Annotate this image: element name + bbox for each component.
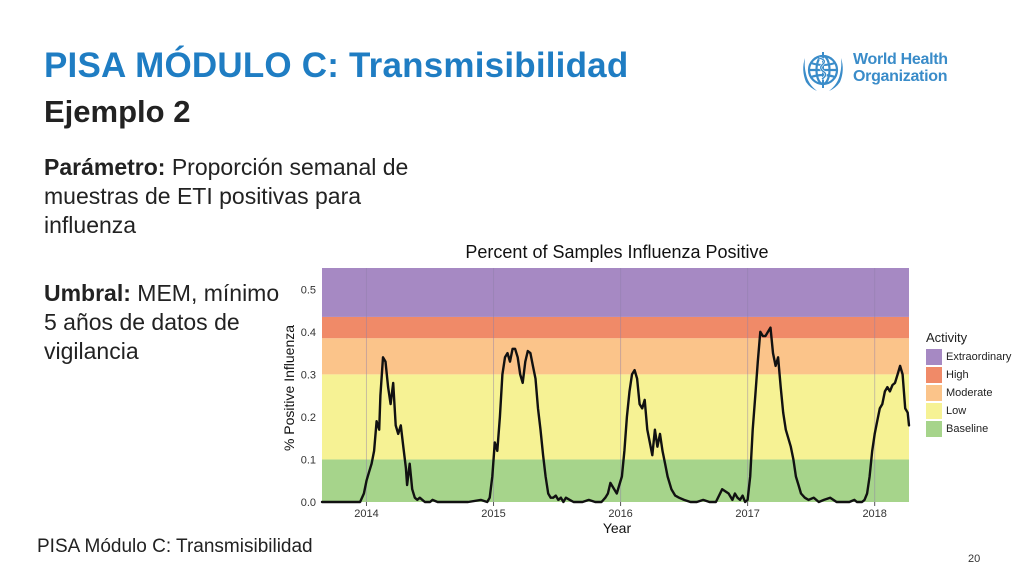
legend-label-low: Low [946, 405, 967, 417]
x-tick-label: 2014 [354, 508, 378, 520]
y-tick-label: 0.5 [301, 284, 316, 296]
legend-label-baseline: Baseline [946, 423, 989, 435]
legend-label-extraordinary: Extraordinary [946, 351, 1012, 363]
threshold-description: MEM, mínimo 5 años de datos de vigilanci… [44, 280, 280, 364]
slide-subtitle: Ejemplo 2 [44, 94, 191, 129]
slide-title: PISA MÓDULO C: Transmisibilidad [44, 46, 629, 85]
threshold-label: Umbral: [44, 280, 131, 306]
band-high [322, 316, 909, 339]
band-baseline [322, 459, 909, 502]
page-number: 20 [968, 553, 981, 565]
x-axis-label: Year [603, 520, 632, 536]
parameter-description: Proporción semanal de muestras de ETI po… [44, 154, 409, 238]
x-tick-label: 2018 [862, 508, 886, 520]
legend-swatch-low [926, 403, 942, 419]
y-tick-label: 0.4 [301, 327, 316, 339]
chart-legend: Activity Extraordinary High Moderate Low… [926, 330, 1011, 438]
legend-swatch-baseline [926, 421, 942, 437]
band-extraordinary [322, 268, 909, 317]
x-tick-label: 2017 [735, 508, 759, 520]
who-logo-line2: Organization [853, 68, 948, 85]
legend-item-moderate: Moderate [926, 384, 1011, 402]
y-axis-label: % Positive Influenza [281, 325, 297, 451]
who-logo: World Health Organization [797, 43, 957, 97]
parameter-text: Parámetro: Proporción semanal de muestra… [44, 153, 444, 240]
legend-swatch-moderate [926, 385, 942, 401]
legend-swatch-high [926, 367, 942, 383]
legend-item-baseline: Baseline [926, 420, 1011, 438]
legend-label-moderate: Moderate [946, 387, 993, 399]
x-tick-label: 2016 [608, 508, 632, 520]
legend-item-low: Low [926, 402, 1011, 420]
legend-item-extraordinary: Extraordinary [926, 348, 1011, 366]
band-low [322, 374, 909, 460]
slide-footer: PISA Módulo C: Transmisibilidad [37, 536, 313, 557]
y-tick-label: 0.2 [301, 412, 316, 424]
legend-title: Activity [926, 330, 968, 345]
series-line-0 [320, 326, 911, 504]
band-moderate [322, 338, 909, 375]
y-tick-label: 0.3 [301, 369, 316, 381]
legend-item-high: High [926, 366, 1011, 384]
y-tick-label: 0.1 [301, 454, 316, 466]
x-tick-label: 2015 [481, 508, 505, 520]
who-logo-text: World Health Organization [853, 51, 948, 85]
legend-swatch-extraordinary [926, 349, 942, 365]
chart-title: Percent of Samples Influenza Positive [465, 242, 768, 262]
influenza-chart: Percent of Samples Influenza Positive 0.… [281, 242, 911, 536]
who-logo-line1: World Health [853, 51, 948, 68]
y-tick-label: 0.0 [301, 497, 316, 509]
legend-label-high: High [946, 369, 969, 381]
threshold-text: Umbral: MEM, mínimo 5 años de datos de v… [44, 279, 284, 366]
who-emblem-icon [803, 52, 843, 91]
parameter-label: Parámetro: [44, 154, 166, 180]
